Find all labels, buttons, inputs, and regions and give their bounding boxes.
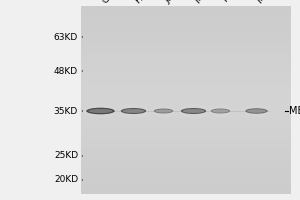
Ellipse shape	[210, 105, 231, 117]
Ellipse shape	[152, 104, 176, 118]
Ellipse shape	[121, 108, 146, 114]
Text: Y79: Y79	[220, 0, 239, 5]
Ellipse shape	[241, 102, 272, 120]
Ellipse shape	[212, 109, 229, 113]
Ellipse shape	[154, 109, 173, 113]
Ellipse shape	[181, 108, 206, 114]
Ellipse shape	[123, 109, 144, 113]
Ellipse shape	[211, 109, 230, 113]
Ellipse shape	[176, 101, 211, 121]
Text: 48KD: 48KD	[54, 66, 78, 75]
Ellipse shape	[83, 102, 118, 120]
Text: Jurkat: Jurkat	[164, 0, 188, 5]
Text: Mouse testis: Mouse testis	[256, 0, 300, 5]
Text: 25KD: 25KD	[54, 152, 78, 160]
Ellipse shape	[116, 101, 151, 121]
Ellipse shape	[245, 108, 268, 114]
Ellipse shape	[208, 104, 232, 118]
Text: 63KD: 63KD	[54, 32, 78, 42]
Ellipse shape	[153, 105, 174, 117]
Ellipse shape	[88, 109, 112, 113]
Ellipse shape	[243, 104, 271, 118]
Ellipse shape	[119, 104, 148, 118]
Ellipse shape	[179, 104, 208, 118]
Text: 35KD: 35KD	[54, 106, 78, 116]
Ellipse shape	[85, 104, 116, 118]
Ellipse shape	[86, 108, 115, 114]
Ellipse shape	[81, 100, 120, 121]
Text: 20KD: 20KD	[54, 176, 78, 184]
Text: MCF7: MCF7	[194, 0, 218, 5]
Ellipse shape	[155, 109, 172, 113]
Ellipse shape	[247, 109, 266, 113]
Ellipse shape	[118, 103, 149, 119]
Text: HeLa: HeLa	[134, 0, 156, 5]
Ellipse shape	[244, 105, 269, 117]
Text: COLO320: COLO320	[100, 0, 136, 5]
Ellipse shape	[178, 103, 209, 119]
Ellipse shape	[183, 109, 204, 113]
Text: MBD3: MBD3	[290, 106, 300, 116]
